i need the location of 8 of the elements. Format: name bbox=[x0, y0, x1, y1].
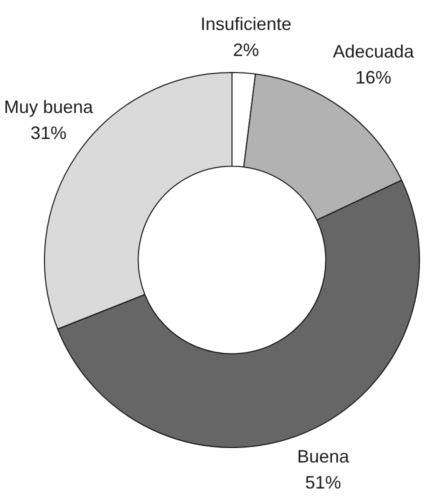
data-label: 2% bbox=[232, 40, 259, 60]
slice-label: Adecuada bbox=[332, 41, 415, 62]
slice-label: Insuficiente bbox=[200, 14, 292, 34]
slice-label: Muy buena bbox=[4, 96, 94, 117]
data-label: 16% bbox=[355, 67, 392, 88]
data-label: 51% bbox=[305, 472, 342, 493]
data-label: 31% bbox=[30, 122, 67, 143]
slice-label: Buena bbox=[297, 446, 350, 467]
